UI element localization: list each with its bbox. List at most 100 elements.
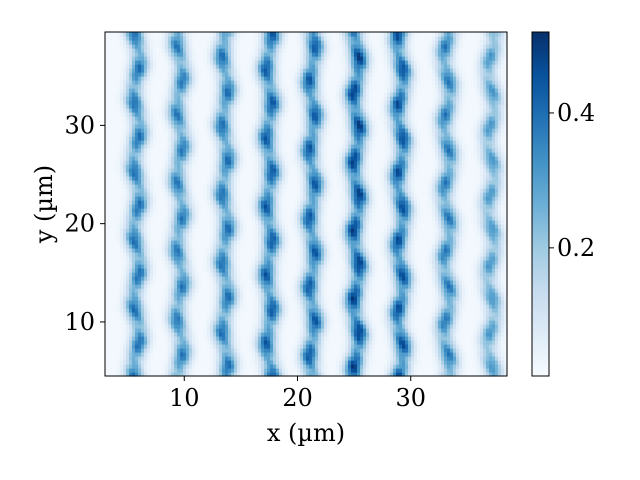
heatmap-cell <box>453 248 457 253</box>
heatmap-cell <box>348 352 352 357</box>
heatmap-cell <box>495 316 499 321</box>
heatmap-cell <box>174 352 178 357</box>
heatmap-cell <box>462 248 466 253</box>
heatmap-cell <box>195 308 199 313</box>
heatmap-cell <box>348 264 352 269</box>
heatmap-cell <box>306 316 310 321</box>
heatmap-cell <box>354 284 358 289</box>
heatmap-cell <box>144 328 148 333</box>
heatmap-cell <box>249 320 253 325</box>
heatmap-cell <box>252 272 256 277</box>
heatmap-cell <box>444 264 448 269</box>
heatmap-cell <box>354 352 358 357</box>
heatmap-cell <box>393 356 397 361</box>
heatmap-cell <box>495 348 499 353</box>
heatmap-cell <box>168 364 172 369</box>
heatmap-cell <box>468 276 472 281</box>
heatmap-cell <box>249 272 253 277</box>
heatmap-cell <box>456 320 460 325</box>
heatmap-cell <box>438 324 442 329</box>
heatmap-cell <box>426 308 430 313</box>
heatmap-cell <box>345 340 349 345</box>
heatmap-cell <box>384 332 388 337</box>
heatmap-cell <box>411 372 415 377</box>
heatmap-cell <box>117 276 121 281</box>
heatmap-cell <box>408 372 412 377</box>
heatmap-cell <box>360 296 364 301</box>
heatmap-cell <box>372 284 376 289</box>
heatmap-cell <box>243 372 247 377</box>
heatmap-cell <box>273 316 277 321</box>
heatmap-cell <box>471 284 475 289</box>
heatmap-cell <box>120 368 124 373</box>
heatmap-cell <box>246 260 250 265</box>
heatmap-cell <box>300 364 304 369</box>
heatmap-cell <box>300 328 304 333</box>
heatmap-cell <box>318 276 322 281</box>
heatmap-cell <box>342 324 346 329</box>
heatmap-cell <box>180 324 184 329</box>
heatmap-cell <box>486 344 490 349</box>
heatmap-cell <box>357 368 361 373</box>
heatmap-cell <box>291 356 295 361</box>
heatmap-cell <box>414 280 418 285</box>
heatmap-cell <box>423 296 427 301</box>
heatmap-cell <box>186 324 190 329</box>
heatmap-cell <box>402 356 406 361</box>
heatmap-cell <box>504 268 508 273</box>
heatmap-cell <box>180 304 184 309</box>
heatmap-cell <box>264 300 268 305</box>
heatmap-cell <box>336 244 340 249</box>
heatmap-cell <box>357 308 361 313</box>
heatmap-cell <box>282 300 286 305</box>
heatmap-cell <box>288 308 292 313</box>
heatmap-cell <box>390 292 394 297</box>
heatmap-cell <box>174 256 178 261</box>
heatmap-cell <box>498 288 502 293</box>
heatmap-cell <box>315 292 319 297</box>
heatmap-cell <box>435 320 439 325</box>
heatmap-cell <box>423 268 427 273</box>
heatmap-cell <box>294 364 298 369</box>
heatmap-cell <box>198 312 202 317</box>
heatmap-cell <box>267 304 271 309</box>
heatmap-cell <box>426 328 430 333</box>
heatmap-cell <box>315 344 319 349</box>
heatmap-cell <box>132 284 136 289</box>
heatmap-cell <box>312 260 316 265</box>
heatmap-cell <box>138 344 142 349</box>
heatmap-cell <box>231 272 235 277</box>
heatmap-cell <box>321 324 325 329</box>
heatmap-cell <box>228 360 232 365</box>
heatmap-cell <box>291 364 295 369</box>
heatmap-cell <box>471 256 475 261</box>
heatmap-cell <box>342 284 346 289</box>
heatmap-cell <box>186 292 190 297</box>
heatmap-cell <box>207 312 211 317</box>
heatmap-cell <box>396 320 400 325</box>
heatmap-cell <box>279 312 283 317</box>
heatmap-cell <box>495 332 499 337</box>
heatmap-cell <box>333 360 337 365</box>
heatmap-cell <box>207 304 211 309</box>
heatmap-cell <box>312 348 316 353</box>
heatmap-cell <box>294 352 298 357</box>
heatmap-cell <box>351 312 355 317</box>
heatmap-cell <box>363 284 367 289</box>
heatmap-cell <box>108 328 112 333</box>
heatmap-cell <box>372 352 376 357</box>
heatmap-cell <box>162 324 166 329</box>
heatmap-cell <box>120 320 124 325</box>
heatmap-cell <box>309 252 313 257</box>
heatmap-cell <box>396 244 400 249</box>
heatmap-cell <box>411 320 415 325</box>
heatmap-cell <box>426 368 430 373</box>
heatmap-cell <box>414 364 418 369</box>
heatmap-cell <box>288 244 292 249</box>
heatmap-cell <box>438 292 442 297</box>
heatmap-cell <box>237 240 241 245</box>
heatmap-cell <box>204 324 208 329</box>
heatmap-cell <box>375 300 379 305</box>
heatmap-cell <box>261 240 265 245</box>
heatmap-cell <box>435 324 439 329</box>
